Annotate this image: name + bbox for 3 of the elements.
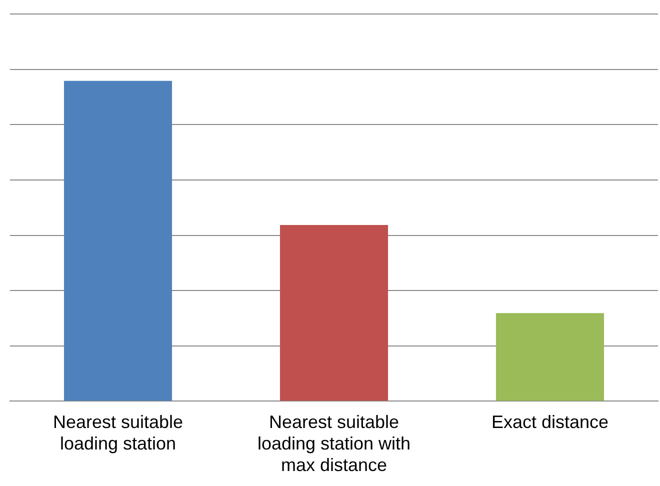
- x-tick-label: Exact distance: [491, 412, 609, 432]
- x-tick-label: Nearest suitable loading station: [52, 412, 184, 454]
- x-tick-label: Nearest suitable loading station with max distance: [257, 412, 411, 476]
